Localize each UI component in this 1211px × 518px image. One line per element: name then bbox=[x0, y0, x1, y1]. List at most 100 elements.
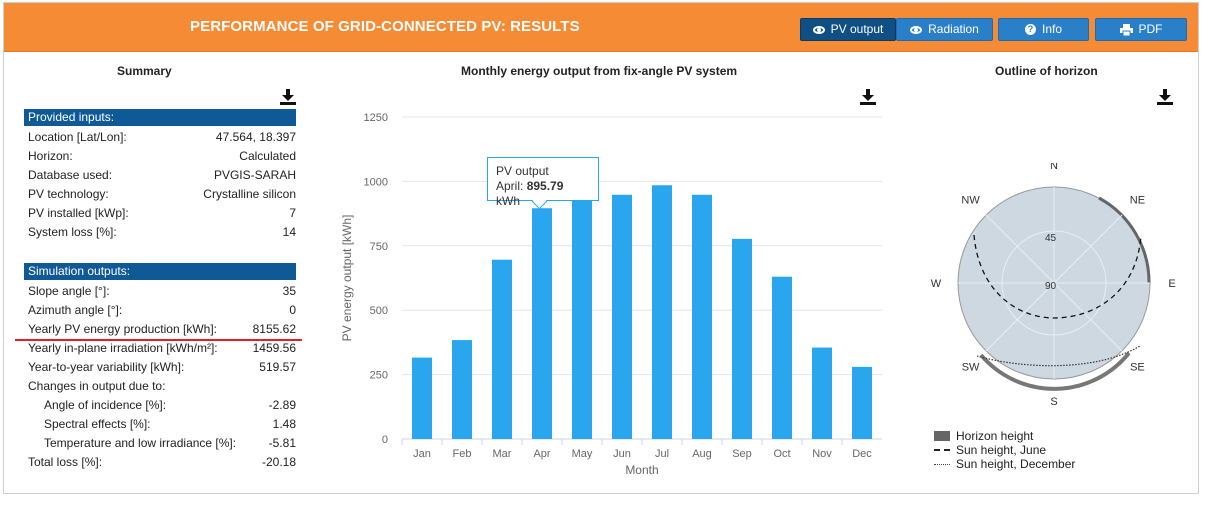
row-value: 47.564, 18.397 bbox=[215, 130, 296, 144]
row-label: Year-to-year variability [kWh]: bbox=[28, 360, 185, 374]
page-title: PERFORMANCE OF GRID-CONNECTED PV: RESULT… bbox=[190, 18, 580, 35]
chart-tooltip: PV output April: 895.79 kWh bbox=[487, 157, 599, 208]
row-value: PVGIS-SARAH bbox=[213, 168, 296, 182]
bar-aug bbox=[692, 194, 712, 439]
horizon-height-outline bbox=[1098, 196, 1151, 284]
row-value: 7 bbox=[289, 206, 296, 220]
y-tick-label: 1000 bbox=[364, 176, 388, 188]
row-label: Location [Lat/Lon]: bbox=[28, 130, 127, 144]
legend-label: Horizon height bbox=[956, 429, 1034, 443]
row-label: PV installed [kWp]: bbox=[28, 206, 129, 220]
row-value: -5.81 bbox=[268, 436, 296, 450]
tooltip-series: PV output bbox=[496, 164, 549, 178]
row-label: Slope angle [°]: bbox=[28, 284, 110, 298]
row-value: Crystalline silicon bbox=[203, 187, 296, 201]
printer-icon bbox=[1119, 23, 1133, 36]
x-tick-label: May bbox=[572, 448, 593, 460]
row-label: Database used: bbox=[28, 168, 113, 182]
pdf-label: PDF bbox=[1138, 22, 1163, 36]
summary-row: Changes in output due to: bbox=[28, 377, 296, 396]
tooltip-month: April: bbox=[496, 179, 524, 193]
compass-label-n: N bbox=[1050, 163, 1058, 172]
summary-row: Yearly PV energy production [kWh]: 8155.6… bbox=[28, 320, 296, 339]
summary-row: Yearly in-plane irradiation [kWh/m²]: 145… bbox=[28, 339, 296, 358]
highlight-underline bbox=[15, 339, 302, 341]
compass-label-e: E bbox=[1168, 278, 1175, 290]
row-label: System loss [%]: bbox=[28, 225, 117, 239]
x-tick-label: Jun bbox=[613, 448, 631, 460]
bar-jun bbox=[612, 194, 632, 439]
summary-row: Slope angle [°]: 35 bbox=[28, 282, 296, 301]
legend-swatch-solid bbox=[934, 431, 950, 441]
eye-icon bbox=[910, 25, 923, 34]
pv-output-button[interactable]: PV output bbox=[800, 18, 896, 41]
row-label: Changes in output due to: bbox=[28, 379, 166, 393]
horizon-disc bbox=[957, 186, 1151, 391]
row-label: Angle of incidence [%]: bbox=[44, 398, 167, 412]
summary-row: Horizon: Calculated bbox=[28, 147, 296, 166]
row-label: Spectral effects [%]: bbox=[44, 417, 151, 431]
row-value: 35 bbox=[282, 284, 296, 298]
simulation-outputs-header: Simulation outputs: bbox=[24, 263, 296, 280]
results-header: PERFORMANCE OF GRID-CONNECTED PV: RESULT… bbox=[4, 3, 1198, 52]
row-label: Horizon: bbox=[28, 149, 73, 163]
bar-nov bbox=[812, 347, 832, 439]
row-value: 8155.62 bbox=[252, 322, 296, 336]
legend-horizon-height: Horizon height bbox=[934, 429, 1033, 443]
summary-row: Spectral effects [%]: 1.48 bbox=[28, 415, 296, 434]
row-value: -20.18 bbox=[261, 455, 296, 469]
x-tick-label: Dec bbox=[852, 448, 872, 460]
radiation-label: Radiation bbox=[928, 22, 979, 36]
x-tick-label: Apr bbox=[533, 448, 550, 460]
x-tick-label: Jan bbox=[413, 448, 431, 460]
download-icon[interactable] bbox=[860, 89, 876, 105]
download-icon[interactable] bbox=[280, 89, 296, 105]
legend-swatch-dashed bbox=[934, 449, 950, 451]
y-tick-label: 1250 bbox=[364, 112, 388, 124]
compass-label-nw: NW bbox=[961, 195, 980, 207]
radiation-button[interactable]: Radiation bbox=[896, 18, 993, 41]
results-panel: PERFORMANCE OF GRID-CONNECTED PV: RESULT… bbox=[3, 2, 1199, 494]
pdf-button[interactable]: PDF bbox=[1095, 18, 1187, 41]
sun-height-june bbox=[973, 234, 1142, 319]
y-tick-label: 0 bbox=[382, 434, 388, 446]
row-label: PV technology: bbox=[28, 187, 109, 201]
bar-feb bbox=[452, 340, 472, 439]
summary-row: PV installed [kWp]: 7 bbox=[28, 204, 296, 223]
bar-apr bbox=[532, 208, 552, 439]
x-tick-label: Aug bbox=[692, 448, 712, 460]
tooltip-value: 895.79 bbox=[526, 179, 564, 193]
download-icon[interactable] bbox=[1157, 89, 1173, 105]
x-tick-label: Nov bbox=[812, 448, 832, 460]
row-label: Temperature and low irradiance [%]: bbox=[44, 436, 237, 450]
row-value: 0 bbox=[289, 303, 296, 317]
x-tick-label: Sep bbox=[732, 448, 752, 460]
row-label: Total loss [%]: bbox=[28, 455, 103, 469]
x-tick-label: Jul bbox=[655, 448, 669, 460]
row-label: Azimuth angle [°]: bbox=[28, 303, 123, 317]
x-tick-label: Mar bbox=[493, 448, 512, 460]
tooltip-value-line: April: 895.79 kWh bbox=[496, 179, 590, 209]
horizon-polar-plot: N NE E SE S SW W NW 45 90 bbox=[931, 163, 1176, 408]
summary-row: Azimuth angle [°]: 0 bbox=[28, 301, 296, 320]
summary-row: Location [Lat/Lon]: 47.564, 18.397 bbox=[28, 128, 296, 147]
row-value: Calculated bbox=[239, 149, 296, 163]
compass-label-s: S bbox=[1050, 396, 1057, 408]
summary-row: Angle of incidence [%]: -2.89 bbox=[28, 396, 296, 415]
summary-row: Year-to-year variability [kWh]: 519.57 bbox=[28, 358, 296, 377]
bar-jan bbox=[412, 357, 432, 439]
row-label: Yearly PV energy production [kWh]: bbox=[28, 322, 217, 336]
x-tick-label: Oct bbox=[773, 448, 790, 460]
compass-label-sw: SW bbox=[962, 361, 980, 373]
legend-label: Sun height, December bbox=[956, 457, 1076, 471]
monthly-output-chart: 0 250 500 750 1000 1250 Jan Feb Mar Apr May Jun Jul A… bbox=[340, 112, 882, 477]
tooltip-unit: kWh bbox=[496, 194, 520, 208]
provided-inputs-header: Provided inputs: bbox=[24, 109, 296, 126]
bar-may bbox=[572, 198, 592, 439]
ring-label: 90 bbox=[1045, 281, 1057, 292]
info-button[interactable]: ? Info bbox=[998, 18, 1089, 41]
row-value: 519.57 bbox=[259, 360, 296, 374]
legend-swatch-dotted bbox=[934, 463, 950, 465]
y-axis-label: PV energy output [kWh] bbox=[340, 215, 354, 342]
info-label: Info bbox=[1041, 22, 1062, 36]
